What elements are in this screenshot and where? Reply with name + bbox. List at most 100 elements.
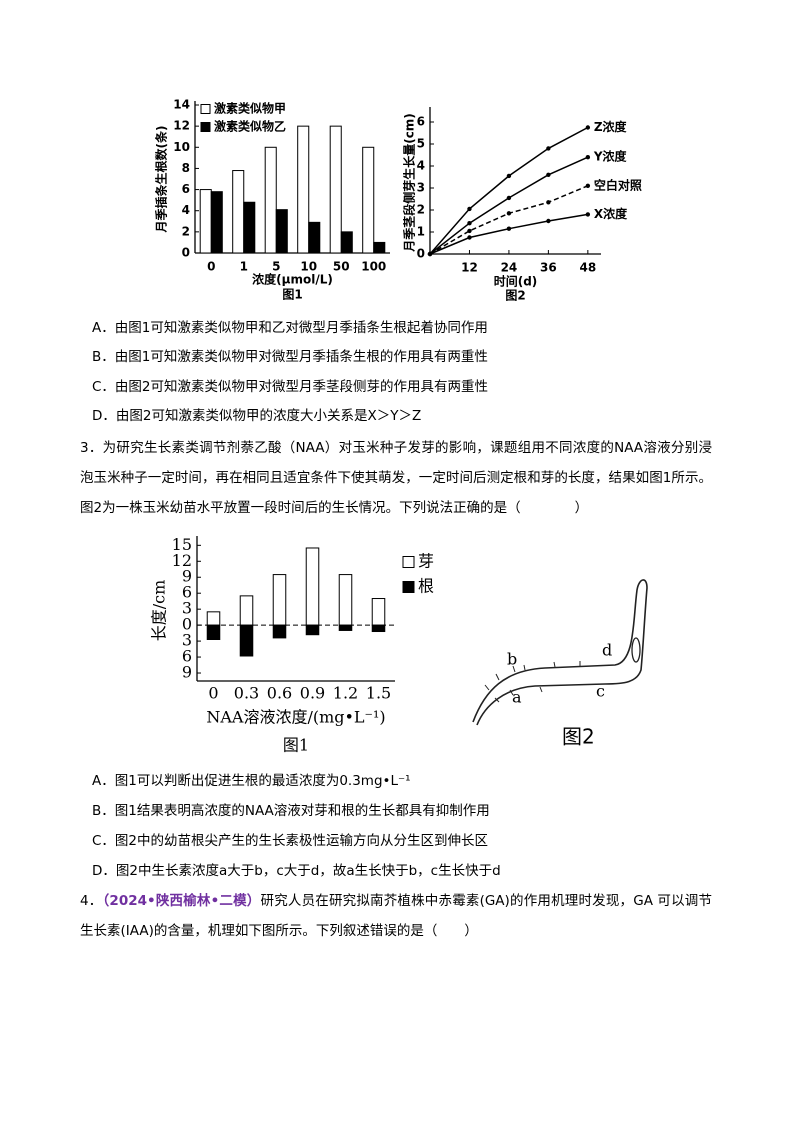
y-axis-label: 月季插条生根数(条)	[154, 126, 169, 234]
x-tick-label: 0	[207, 260, 215, 274]
point	[546, 172, 551, 177]
line	[429, 213, 588, 255]
point	[467, 206, 472, 212]
y-tick-label: 6	[417, 115, 425, 129]
option: B．由图1可知激素类似物甲对微型月季插条生根的作用具有两重性	[92, 349, 488, 365]
point	[585, 125, 591, 130]
point	[506, 226, 512, 231]
y-axis-label: 月季茎段侧芽生长量(cm)	[402, 113, 417, 253]
x-axis-label: NAA溶液浓度/(mg•L⁻¹)	[206, 708, 385, 727]
bar	[305, 624, 320, 636]
bar	[206, 624, 221, 640]
legend-label: 激素类似物甲	[214, 101, 286, 116]
option: A．由图1可知激素类似物甲和乙对微型月季插条生根起着协同作用	[92, 320, 488, 336]
y-tick-label: 10	[173, 140, 190, 154]
x-tick-label: 1	[240, 260, 248, 274]
bar	[308, 221, 321, 254]
question-4: 4．（2024•陕西榆林•二模）研究人员在研究拟南芥植株中赤霉素(GA)的作用机…	[80, 886, 712, 946]
bar	[338, 574, 353, 626]
bar	[243, 201, 256, 254]
bar	[362, 146, 375, 254]
figure-caption: 图2	[562, 725, 595, 749]
legend-swatch	[402, 581, 415, 593]
y-tick-label: 4	[182, 203, 190, 217]
point	[585, 212, 591, 217]
seed	[631, 637, 641, 663]
point	[467, 228, 472, 234]
series-label: X浓度	[594, 206, 628, 221]
point	[506, 195, 512, 201]
x-tick-label: 0.9	[300, 684, 325, 703]
y-axis-label: 长度/cm	[150, 580, 169, 642]
y-tick-label: 0	[182, 246, 190, 260]
x-tick-label: 100	[361, 260, 386, 274]
y-tick-label: 3	[417, 181, 425, 195]
point	[467, 235, 472, 240]
y-tick-label: 0	[182, 615, 192, 634]
x-tick-label: 10	[300, 260, 317, 274]
bar	[340, 231, 353, 254]
bar	[272, 574, 287, 626]
label-b: b	[507, 650, 517, 669]
bar	[371, 598, 386, 626]
legend-swatch	[200, 122, 211, 132]
option: C．图2中的幼苗根尖产生的生长素极性运输方向从分生区到伸长区	[92, 833, 489, 849]
series-label: 空白对照	[594, 177, 642, 192]
legend-label: 根	[418, 577, 434, 596]
bar	[371, 624, 386, 633]
point	[506, 211, 512, 216]
x-tick-label: 12	[461, 261, 478, 275]
point	[427, 251, 433, 257]
x-axis-label: 时间(d)	[494, 274, 538, 289]
bar	[329, 125, 342, 254]
series-label: Z浓度	[594, 119, 628, 134]
point	[506, 173, 512, 179]
question-source: （2024•陕西榆林•二模）	[102, 893, 261, 909]
point	[467, 221, 472, 226]
option: C．由图2可知激素类似物甲对微型月季茎段侧芽的作用具有两重性	[92, 379, 489, 395]
series-label: Y浓度	[593, 149, 628, 164]
seedling-outline	[472, 579, 648, 726]
legend-label: 芽	[418, 552, 434, 571]
question-3: 3．为研究生长素类调节剂萘乙酸（NAA）对玉米种子发芽的影响，课题组用不同浓度的…	[80, 440, 712, 516]
y-tick-label: 1	[417, 225, 425, 239]
point	[585, 155, 591, 160]
point	[546, 146, 551, 151]
y-tick-label: 3	[182, 631, 192, 650]
y-tick-label: 9	[182, 567, 192, 586]
x-tick-label: 0.3	[234, 684, 259, 703]
bar	[232, 170, 245, 254]
x-tick-label: 24	[501, 261, 518, 275]
figure-caption: 图2	[505, 289, 525, 303]
bar	[210, 191, 223, 254]
option: B．图1结果表明高浓度的NAA溶液对芽和根的生长都具有抑制作用	[92, 803, 490, 819]
x-tick-label: 1.2	[333, 684, 358, 703]
bar	[305, 547, 320, 626]
y-tick-label: 0	[417, 247, 425, 261]
y-tick-label: 15	[172, 535, 192, 554]
bar	[297, 125, 310, 254]
label-c: c	[596, 682, 605, 701]
y-tick-label: 2	[417, 203, 425, 217]
option: D．图2中生长素浓度a大于b，c大于d，故a生长快于b，c生长快于d	[92, 863, 501, 879]
bar	[272, 624, 287, 639]
y-tick-label: 8	[182, 161, 190, 175]
y-tick-label: 6	[182, 583, 192, 602]
y-tick-label: 6	[182, 182, 190, 196]
bar	[338, 624, 353, 631]
x-tick-label: 0	[208, 684, 218, 703]
bar	[264, 146, 277, 254]
seedling-diagram: b d a c 图2	[472, 579, 648, 749]
point	[546, 218, 551, 224]
bar	[206, 611, 221, 626]
y-tick-label: 12	[172, 551, 192, 570]
legend-swatch	[402, 556, 415, 568]
legend-label: 激素类似物乙	[214, 119, 286, 134]
figure-caption: 图1	[282, 288, 302, 302]
point	[585, 183, 591, 188]
x-tick-label: 50	[333, 260, 350, 274]
question-number: 4．	[80, 893, 103, 909]
